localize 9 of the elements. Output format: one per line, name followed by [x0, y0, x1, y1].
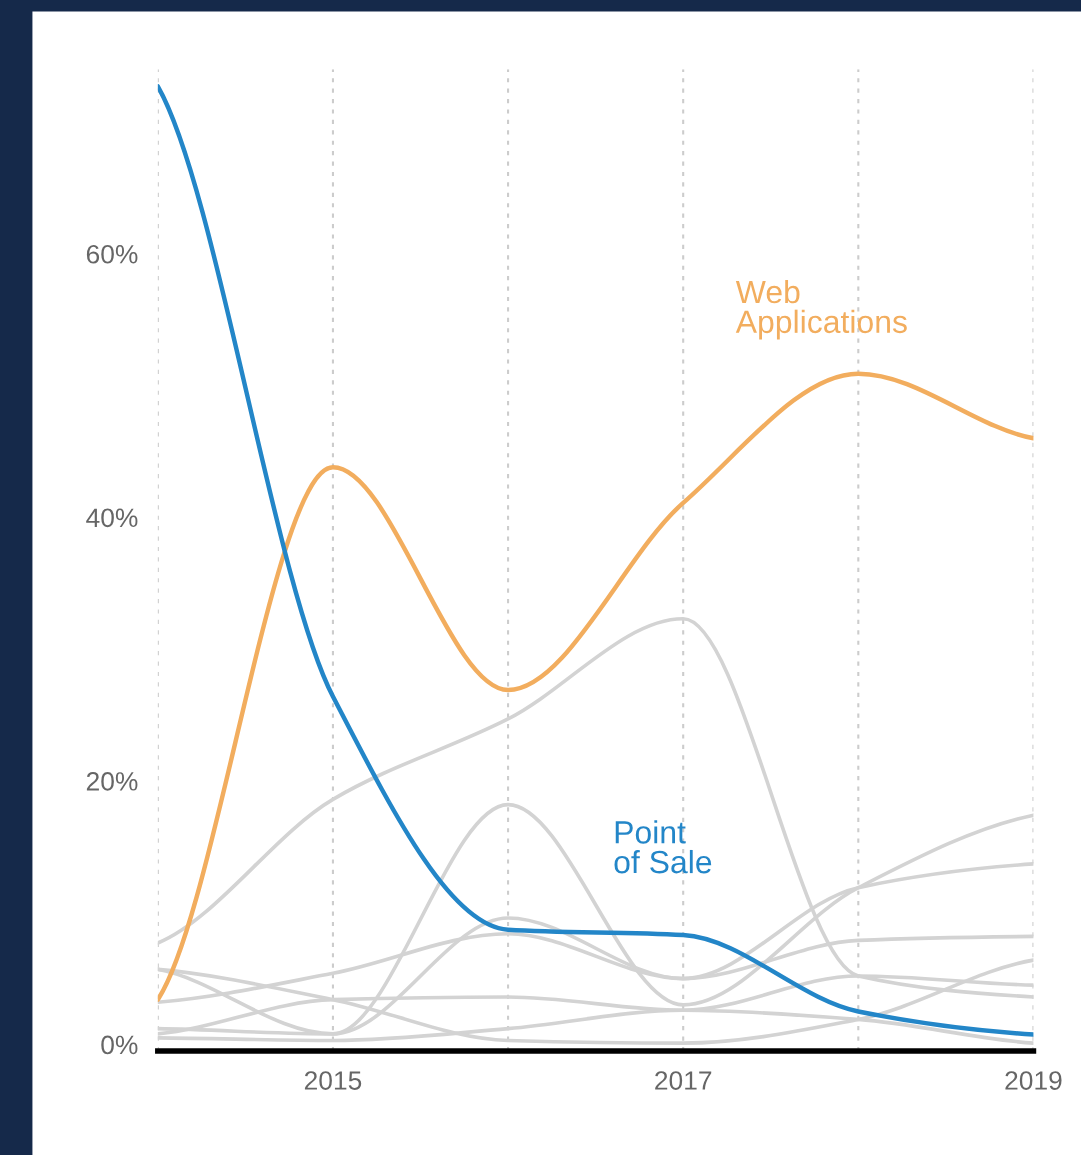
series-label: Point of Sale: [614, 820, 712, 874]
y-tick-label: 0%: [101, 1035, 138, 1055]
x-tick-label: 2019: [1005, 1071, 1062, 1090]
y-tick-label: 20%: [86, 772, 138, 791]
series-label: Web Applications: [735, 279, 907, 340]
x-tick-label: 2017: [655, 1071, 712, 1090]
y-tick-label: 40%: [86, 508, 138, 528]
y-tick-label: 60%: [86, 244, 138, 264]
x-tick-label: 2015: [304, 1071, 362, 1090]
